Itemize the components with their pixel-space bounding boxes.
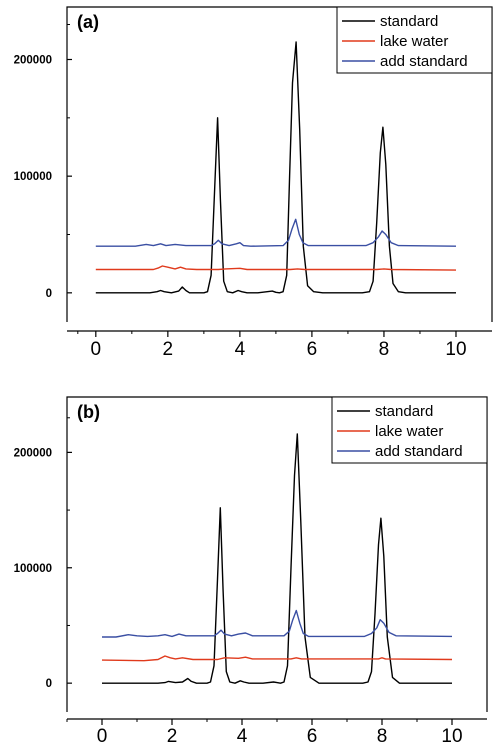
series-line-lake-water — [101, 655, 453, 662]
y-tick-label: 200000 — [14, 55, 52, 67]
x-tick-label: 8 — [379, 339, 390, 360]
legend-label: add standard — [380, 53, 468, 70]
legend-label: standard — [375, 403, 433, 420]
legend-label: add standard — [375, 443, 463, 460]
panel-label: (b) — [77, 402, 100, 422]
series-line-standard — [95, 41, 456, 294]
series-line-add-standard — [95, 218, 457, 247]
panel-label: (a) — [77, 12, 99, 32]
x-tick-label: 2 — [163, 339, 174, 360]
x-tick-label: 0 — [97, 726, 108, 747]
x-tick-label: 6 — [307, 726, 318, 747]
legend-box — [336, 6, 493, 74]
x-tick-label: 4 — [237, 726, 248, 747]
x-tick-label: 2 — [167, 726, 178, 747]
chart-panel-b: 0 2 4 6 8 10 0 100000 200000 (b) standard lake wate… — [14, 396, 488, 747]
series-line-add-standard — [102, 609, 453, 638]
y-tick-label: 200000 — [14, 447, 52, 459]
x-tick-label: 6 — [307, 339, 318, 360]
plot-frame — [66, 396, 488, 712]
plot-frame — [66, 6, 493, 322]
x-tick-label: 10 — [441, 726, 462, 747]
x-tick-label: 4 — [235, 339, 246, 360]
y-tick-label: 0 — [46, 288, 52, 300]
x-tick-label: 10 — [445, 339, 466, 360]
chart-panel-a: 0 2 4 6 8 10 0 100000 200000 (a) standard lake wate… — [14, 6, 493, 360]
y-tick-label: 100000 — [14, 563, 52, 575]
legend-label: standard — [380, 13, 438, 30]
series-line-standard — [102, 433, 452, 684]
legend-label: lake water — [375, 423, 443, 440]
y-tick-label: 100000 — [14, 171, 52, 183]
x-tick-label: 8 — [377, 726, 388, 747]
x-tick-label: 0 — [91, 339, 102, 360]
series-line-lake-water — [95, 265, 457, 271]
legend-box — [331, 396, 488, 464]
y-tick-label: 0 — [46, 678, 52, 690]
legend-label: lake water — [380, 33, 448, 50]
